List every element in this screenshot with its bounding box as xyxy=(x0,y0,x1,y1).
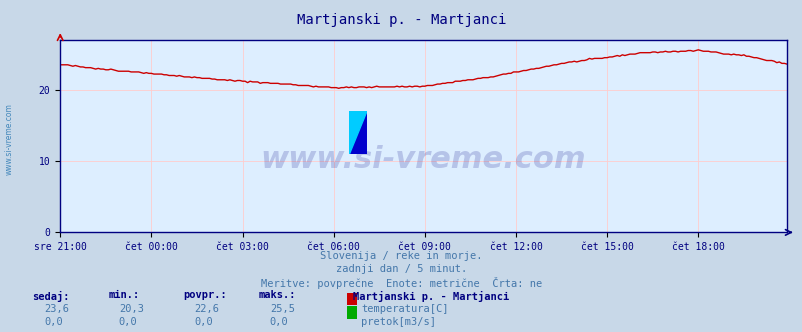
Text: maks.:: maks.: xyxy=(258,290,296,300)
Polygon shape xyxy=(349,111,367,154)
Text: 22,6: 22,6 xyxy=(194,304,219,314)
Polygon shape xyxy=(349,111,367,154)
Text: sedaj:: sedaj: xyxy=(32,290,70,301)
Polygon shape xyxy=(349,111,367,154)
Text: Meritve: povprečne  Enote: metrične  Črta: ne: Meritve: povprečne Enote: metrične Črta:… xyxy=(261,277,541,289)
Text: temperatura[C]: temperatura[C] xyxy=(361,304,448,314)
Text: 0,0: 0,0 xyxy=(269,317,288,327)
Text: 0,0: 0,0 xyxy=(44,317,63,327)
Text: 20,3: 20,3 xyxy=(119,304,144,314)
Text: 0,0: 0,0 xyxy=(194,317,213,327)
Text: www.si-vreme.com: www.si-vreme.com xyxy=(261,145,585,174)
Text: povpr.:: povpr.: xyxy=(183,290,226,300)
Text: min.:: min.: xyxy=(108,290,140,300)
Text: zadnji dan / 5 minut.: zadnji dan / 5 minut. xyxy=(335,264,467,274)
Text: www.si-vreme.com: www.si-vreme.com xyxy=(5,104,14,175)
Text: 23,6: 23,6 xyxy=(44,304,69,314)
Text: Martjanski p. - Martjanci: Martjanski p. - Martjanci xyxy=(297,13,505,27)
Text: Martjanski p. - Martjanci: Martjanski p. - Martjanci xyxy=(353,290,509,301)
Text: 0,0: 0,0 xyxy=(119,317,137,327)
Text: Slovenija / reke in morje.: Slovenija / reke in morje. xyxy=(320,251,482,261)
Text: pretok[m3/s]: pretok[m3/s] xyxy=(361,317,435,327)
Text: 25,5: 25,5 xyxy=(269,304,294,314)
